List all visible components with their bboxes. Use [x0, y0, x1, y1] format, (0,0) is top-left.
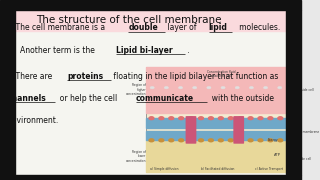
Circle shape [278, 139, 283, 142]
Circle shape [179, 86, 183, 89]
Circle shape [248, 139, 253, 142]
Text: Cell membrane: Cell membrane [296, 130, 319, 134]
Circle shape [159, 117, 164, 120]
Circle shape [199, 117, 204, 120]
Circle shape [268, 139, 273, 142]
Text: Inside cell: Inside cell [296, 157, 311, 161]
Circle shape [149, 139, 154, 142]
Circle shape [179, 117, 184, 120]
Circle shape [235, 86, 239, 89]
Circle shape [219, 117, 223, 120]
Text: channels: channels [8, 94, 46, 103]
Bar [146, 118, 295, 128]
Bar [0, 10, 15, 175]
Text: lipid: lipid [209, 23, 228, 32]
Bar [286, 10, 301, 175]
Bar [146, 67, 295, 172]
Circle shape [258, 139, 263, 142]
Circle shape [207, 86, 211, 89]
Text: The structure of the cell membrane: The structure of the cell membrane [36, 15, 222, 25]
Text: Lipid bi-layer: Lipid bi-layer [116, 46, 173, 55]
Text: a) Simple diffusion: a) Simple diffusion [150, 167, 178, 171]
Text: molecules.: molecules. [232, 23, 280, 32]
Text: Region of
lower
concentration: Region of lower concentration [125, 150, 146, 163]
Bar [146, 67, 295, 113]
Text: Outside cell: Outside cell [296, 88, 314, 92]
Circle shape [169, 117, 174, 120]
Bar [0, 175, 301, 180]
Text: b) Facilitated diffusion: b) Facilitated diffusion [201, 167, 235, 171]
Text: ATP: ATP [274, 153, 281, 157]
Circle shape [209, 117, 213, 120]
Text: Region of
higher
concentration: Region of higher concentration [125, 83, 146, 96]
Circle shape [278, 117, 283, 120]
Bar [15, 10, 286, 31]
Circle shape [268, 117, 273, 120]
Circle shape [209, 139, 213, 142]
Bar [0, 0, 301, 10]
Text: .: . [185, 46, 190, 55]
Circle shape [258, 117, 263, 120]
Circle shape [219, 139, 223, 142]
Text: double: double [129, 23, 158, 32]
Bar [15, 10, 286, 175]
Text: communicate: communicate [136, 94, 194, 103]
Text: A.The cell membrane is a: A.The cell membrane is a [8, 23, 107, 32]
Circle shape [238, 117, 243, 120]
Circle shape [159, 139, 164, 142]
Circle shape [228, 139, 233, 142]
Circle shape [189, 139, 194, 142]
Text: or help the cell: or help the cell [55, 94, 122, 103]
Bar [146, 140, 295, 172]
Text: Another term is the: Another term is the [20, 46, 99, 55]
Circle shape [179, 139, 184, 142]
Text: with the outside: with the outside [207, 94, 274, 103]
FancyBboxPatch shape [233, 116, 244, 144]
Text: environment.: environment. [8, 116, 59, 125]
Circle shape [149, 117, 154, 120]
Circle shape [189, 117, 194, 120]
Text: Concentration fluid
outside of cell: Concentration fluid outside of cell [207, 70, 235, 78]
Circle shape [193, 86, 197, 89]
Circle shape [199, 139, 204, 142]
Circle shape [278, 86, 282, 89]
FancyBboxPatch shape [186, 116, 196, 144]
Text: c) Active Transport: c) Active Transport [255, 167, 283, 171]
Circle shape [248, 117, 253, 120]
Bar [146, 131, 295, 140]
Text: B.There are: B.There are [8, 72, 57, 81]
Circle shape [263, 86, 268, 89]
Circle shape [249, 86, 253, 89]
Circle shape [228, 117, 233, 120]
Circle shape [238, 139, 243, 142]
Circle shape [169, 139, 174, 142]
Circle shape [221, 86, 225, 89]
Text: Energy: Energy [268, 138, 278, 142]
Text: layer of: layer of [165, 23, 201, 32]
Text: proteins: proteins [67, 72, 103, 81]
Text: floating in the lipid bilayer that function as: floating in the lipid bilayer that funct… [111, 72, 278, 81]
Circle shape [150, 86, 154, 89]
Circle shape [164, 86, 168, 89]
